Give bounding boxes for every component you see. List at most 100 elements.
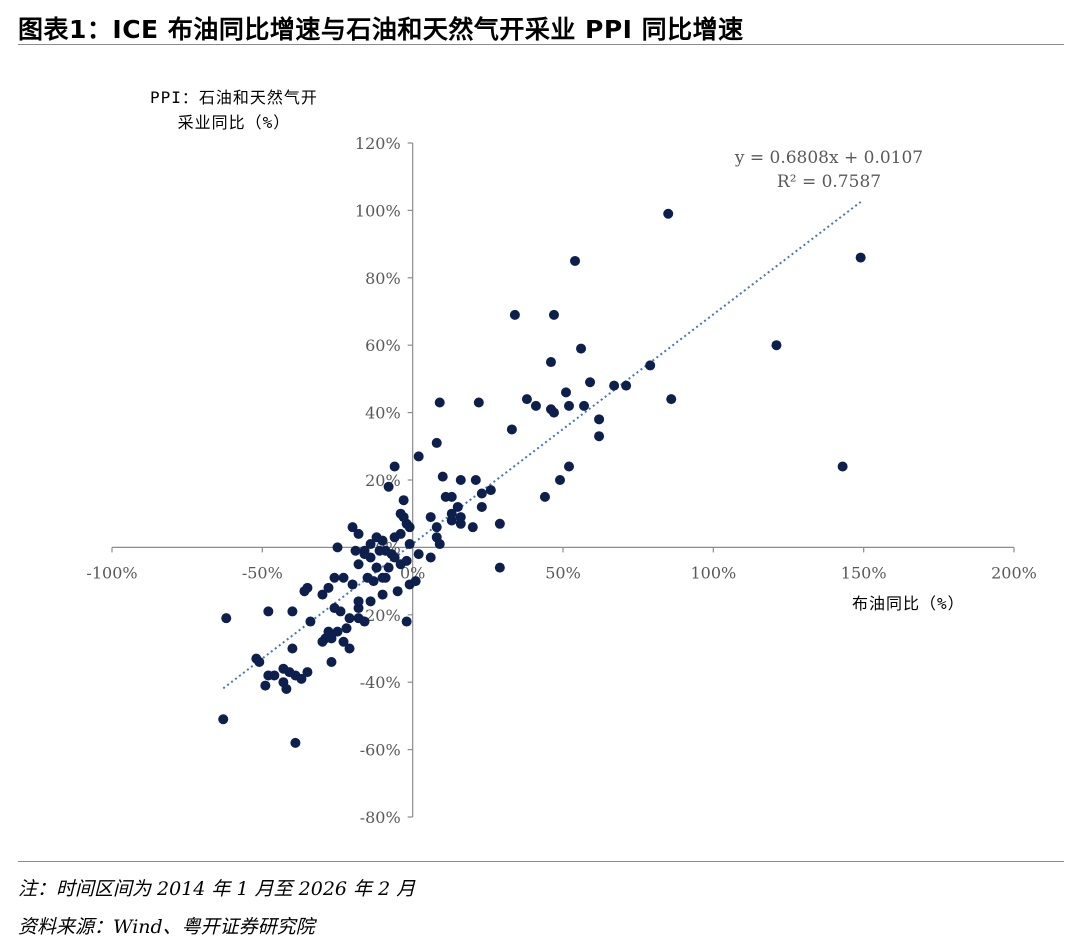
data-point <box>278 663 289 674</box>
data-point <box>380 572 391 583</box>
data-point <box>287 606 298 617</box>
data-point <box>771 340 782 351</box>
data-point <box>470 475 481 485</box>
data-point <box>383 562 394 573</box>
data-point <box>221 613 232 624</box>
y-tick-label: 60% <box>365 336 401 355</box>
y-axis-title: PPI：石油和天然气开 采业同比（%） <box>150 85 318 135</box>
data-point <box>287 643 298 654</box>
y-tick-label: 120% <box>355 134 401 153</box>
data-point <box>359 616 370 627</box>
data-point <box>281 683 292 694</box>
data-point <box>332 626 343 637</box>
data-point <box>494 562 505 573</box>
y-axis-title-line2: 采业同比（%） <box>177 113 291 132</box>
footer-divider <box>18 861 1064 862</box>
data-point <box>398 495 409 506</box>
data-point <box>359 549 370 560</box>
data-point <box>570 255 581 266</box>
data-point <box>425 512 436 523</box>
y-axis-title-line1: PPI：石油和天然气开 <box>150 88 318 107</box>
x-tick-label: -50% <box>242 563 283 582</box>
data-point <box>353 596 364 607</box>
data-point <box>338 572 349 583</box>
data-point <box>621 380 632 391</box>
data-point <box>431 437 442 448</box>
y-tick-label: 20% <box>365 471 401 490</box>
data-point <box>579 400 590 411</box>
data-point <box>437 471 448 482</box>
data-point <box>609 380 620 391</box>
data-point <box>218 714 229 725</box>
y-tick-label: 100% <box>355 201 401 220</box>
data-point <box>377 589 388 600</box>
data-point <box>368 576 379 587</box>
data-point <box>326 656 337 667</box>
data-point <box>594 431 605 442</box>
trendline-equation: y = 0.6808x + 0.0107 <box>734 148 924 168</box>
data-point <box>506 424 517 435</box>
data-point <box>344 613 355 624</box>
data-point <box>263 606 274 617</box>
data-point <box>594 414 605 425</box>
x-tick-label: 100% <box>690 563 736 582</box>
data-point <box>521 394 532 405</box>
data-point <box>377 535 388 546</box>
data-point <box>365 596 376 607</box>
data-point <box>476 501 487 512</box>
data-point <box>323 582 334 593</box>
data-point <box>404 522 415 533</box>
data-point <box>564 400 575 411</box>
x-tick-label: 50% <box>545 563 581 582</box>
data-point <box>434 539 445 550</box>
chart-note: 注：时间区间为 2014 年 1 月至 2026 年 2 月 <box>18 878 416 900</box>
data-point <box>561 387 572 398</box>
data-point <box>302 582 313 593</box>
data-point <box>329 603 340 614</box>
data-point <box>663 208 674 219</box>
data-point <box>341 623 352 634</box>
data-point <box>476 488 487 499</box>
y-tick-label: -40% <box>360 673 401 692</box>
data-point <box>347 579 358 590</box>
data-point <box>329 572 340 583</box>
data-point <box>350 545 361 556</box>
data-point <box>269 670 280 681</box>
data-point <box>452 501 463 512</box>
x-tick-label: -100% <box>86 563 137 582</box>
data-point <box>395 559 406 570</box>
trendline-annotation: y = 0.6808x + 0.0107 R² = 0.7587 <box>714 146 944 194</box>
data-point <box>410 576 421 587</box>
data-point <box>251 653 262 664</box>
data-point <box>494 518 505 529</box>
title-divider <box>18 44 1064 45</box>
data-point <box>344 643 355 654</box>
data-point <box>585 377 596 388</box>
data-point <box>290 737 301 748</box>
data-point <box>855 252 866 263</box>
x-axis-title: 布油同比（%） <box>852 594 965 613</box>
page-title: 图表1：ICE 布油同比增速与石油和天然气开采业 PPI 同比增速 <box>18 15 744 44</box>
data-point <box>353 528 364 539</box>
data-point <box>530 400 541 411</box>
data-point <box>389 532 400 543</box>
scatter-chart: 120%100%80%60%40%20%0%-20%-40%-60%-80%-1… <box>86 134 1037 827</box>
data-point <box>260 680 271 691</box>
data-point <box>485 485 496 496</box>
data-point <box>431 522 442 533</box>
data-point <box>509 309 520 320</box>
data-point <box>554 475 565 485</box>
data-point <box>467 522 478 533</box>
data-point <box>548 407 559 418</box>
x-tick-label: 200% <box>991 563 1037 582</box>
data-point <box>837 461 848 472</box>
data-point <box>383 481 394 492</box>
data-point <box>548 309 559 320</box>
data-point <box>413 549 424 560</box>
x-tick-label: 150% <box>841 563 887 582</box>
data-point <box>645 360 656 371</box>
data-point <box>365 539 376 550</box>
y-tick-label: -20% <box>360 606 401 625</box>
data-point <box>413 451 424 462</box>
chart-source: 资料来源：Wind、粤开证券研究院 <box>18 916 315 938</box>
